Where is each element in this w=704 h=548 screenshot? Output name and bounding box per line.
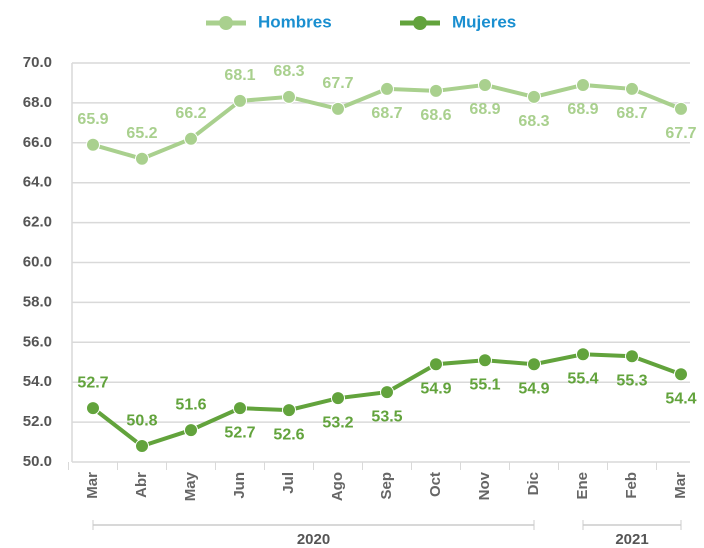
data-label: 68.7 <box>371 105 402 122</box>
legend-marker <box>219 16 233 30</box>
point <box>282 89 296 104</box>
x-tick-label: May <box>182 471 199 501</box>
point <box>331 391 345 406</box>
data-label: 67.7 <box>665 125 696 142</box>
data-label: 65.2 <box>126 125 157 142</box>
data-label: 50.8 <box>126 412 157 429</box>
x-tick-label: Dic <box>525 472 542 495</box>
x-tick-label: Mar <box>672 472 689 499</box>
point <box>478 77 492 92</box>
legend-label: Hombres <box>258 12 332 31</box>
data-label: 66.2 <box>175 105 206 122</box>
point <box>625 349 639 364</box>
data-label: 65.9 <box>77 111 108 128</box>
data-label: 52.7 <box>77 374 108 391</box>
y-tick-label: 50.0 <box>23 453 52 470</box>
data-label: 68.7 <box>616 105 647 122</box>
data-label: 53.2 <box>322 414 353 431</box>
data-label: 54.9 <box>518 380 549 397</box>
x-tick-label: Oct <box>427 472 444 497</box>
legend-label: Mujeres <box>452 12 516 31</box>
x-tick-label: Sep <box>378 472 395 500</box>
group-label: 2020 <box>297 531 330 548</box>
point <box>184 131 198 146</box>
x-tick-label: Feb <box>623 472 640 499</box>
point <box>527 89 541 104</box>
x-tick-label: Ene <box>574 472 591 500</box>
data-label: 68.1 <box>224 67 255 84</box>
point <box>184 423 198 438</box>
point <box>429 83 443 98</box>
y-tick-label: 70.0 <box>23 54 52 71</box>
point <box>674 367 688 382</box>
data-label: 51.6 <box>175 396 206 413</box>
data-label: 68.6 <box>420 107 451 124</box>
data-label: 52.7 <box>224 424 255 441</box>
x-tick-label: Jun <box>231 472 248 499</box>
data-label: 55.3 <box>616 372 647 389</box>
data-label: 68.3 <box>518 113 549 130</box>
point <box>527 357 541 372</box>
point <box>380 81 394 96</box>
data-label: 68.9 <box>567 101 598 118</box>
point <box>674 101 688 116</box>
point <box>429 357 443 372</box>
x-tick-label: Ago <box>329 472 346 501</box>
data-label: 55.1 <box>469 376 500 393</box>
data-label: 54.9 <box>420 380 451 397</box>
y-tick-label: 68.0 <box>23 94 52 111</box>
point <box>380 385 394 400</box>
data-label: 68.3 <box>273 63 304 80</box>
x-tick-label: Jul <box>280 472 297 494</box>
data-label: 53.5 <box>371 408 402 425</box>
y-tick-label: 62.0 <box>23 214 52 231</box>
data-label: 54.4 <box>665 390 696 407</box>
point <box>233 93 247 108</box>
y-tick-label: 58.0 <box>23 293 52 310</box>
data-label: 68.9 <box>469 101 500 118</box>
group-label: 2021 <box>615 531 648 548</box>
point <box>625 81 639 96</box>
x-tick-label: Nov <box>476 471 493 500</box>
data-label: 55.4 <box>567 370 598 387</box>
y-tick-label: 66.0 <box>23 134 52 151</box>
y-tick-label: 54.0 <box>23 373 52 390</box>
point <box>86 401 100 416</box>
y-tick-label: 52.0 <box>23 413 52 430</box>
point <box>576 77 590 92</box>
x-tick-label: Abr <box>133 472 150 498</box>
point <box>331 101 345 116</box>
point <box>135 151 149 166</box>
point <box>135 439 149 454</box>
point <box>282 403 296 418</box>
y-tick-label: 64.0 <box>23 174 52 191</box>
point <box>86 137 100 152</box>
y-tick-label: 60.0 <box>23 253 52 270</box>
data-label: 52.6 <box>273 426 304 443</box>
legend-marker <box>413 16 427 30</box>
x-tick-label: Mar <box>84 472 101 499</box>
point <box>478 353 492 368</box>
point <box>576 347 590 362</box>
point <box>233 401 247 416</box>
y-tick-label: 56.0 <box>23 333 52 350</box>
data-label: 67.7 <box>322 75 353 92</box>
